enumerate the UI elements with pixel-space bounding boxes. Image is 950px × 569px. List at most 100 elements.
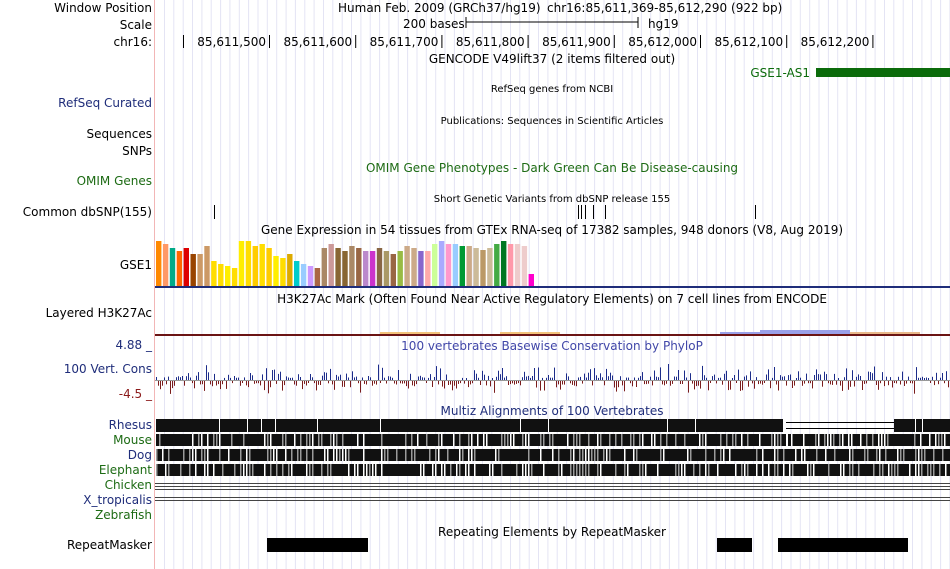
gtex-bar[interactable] bbox=[363, 251, 369, 286]
species-zebrafish[interactable]: Zebrafish bbox=[95, 508, 152, 522]
gtex-bar[interactable] bbox=[397, 251, 403, 286]
window-position-label[interactable]: Window Position bbox=[54, 1, 152, 15]
gtex-bar[interactable] bbox=[294, 261, 300, 286]
gtex-bar[interactable] bbox=[252, 246, 258, 286]
gtex-bar[interactable] bbox=[204, 246, 210, 286]
gtex-bar[interactable] bbox=[273, 256, 279, 286]
multiz-title: Multiz Alignments of 100 Vertebrates bbox=[440, 404, 663, 418]
h3k27ac-label[interactable]: Layered H3K27Ac bbox=[45, 306, 152, 320]
gencode-title: GENCODE V49lift37 (2 items filtered out) bbox=[429, 52, 675, 66]
label-separator bbox=[154, 0, 155, 569]
gtex-bar[interactable] bbox=[369, 251, 376, 286]
gtex-bar[interactable] bbox=[528, 274, 534, 286]
gtex-bar[interactable] bbox=[425, 251, 431, 286]
gtex-bar[interactable] bbox=[507, 244, 514, 286]
gtex-bar[interactable] bbox=[466, 246, 472, 286]
gtex-bar[interactable] bbox=[432, 244, 438, 286]
gtex-bar[interactable] bbox=[418, 251, 424, 286]
repeat-features[interactable] bbox=[267, 538, 908, 552]
gtex-bar[interactable] bbox=[321, 248, 327, 286]
gtex-bar[interactable] bbox=[162, 244, 169, 286]
assembly-text: Human Feb. 2009 (GRCh37/hg19) bbox=[338, 1, 541, 15]
gtex-bar[interactable] bbox=[231, 268, 238, 286]
gtex-bar[interactable] bbox=[169, 248, 176, 286]
gtex-bar[interactable] bbox=[404, 246, 410, 286]
gtex-bar[interactable] bbox=[211, 261, 217, 286]
phylop-signal[interactable] bbox=[155, 364, 950, 394]
gtex-bar[interactable] bbox=[494, 244, 500, 286]
gtex-bar[interactable] bbox=[356, 248, 362, 286]
omim-label[interactable]: OMIM Genes bbox=[76, 174, 152, 188]
gtex-bar[interactable] bbox=[445, 244, 452, 286]
gene-label-gse1-as1[interactable]: GSE1-AS1 bbox=[750, 66, 810, 80]
gtex-bar[interactable] bbox=[156, 241, 162, 286]
species-xtropicalis[interactable]: X_tropicalis bbox=[83, 493, 152, 507]
gtex-bar[interactable] bbox=[514, 244, 521, 286]
gtex-bar[interactable] bbox=[176, 251, 183, 286]
gtex-bar[interactable] bbox=[452, 244, 459, 286]
gtex-bar[interactable] bbox=[480, 250, 486, 286]
multiz-alignments[interactable] bbox=[155, 419, 950, 501]
gtex-bar[interactable] bbox=[521, 246, 528, 286]
species-chicken[interactable]: Chicken bbox=[104, 478, 152, 492]
gtex-bar[interactable] bbox=[238, 241, 245, 286]
gtex-bar[interactable] bbox=[376, 248, 383, 286]
gtex-bar[interactable] bbox=[411, 248, 417, 286]
refseq-title: RefSeq genes from NCBI bbox=[491, 84, 613, 95]
gtex-bar[interactable] bbox=[314, 268, 321, 286]
gtex-bar[interactable] bbox=[459, 246, 465, 286]
gtex-bar[interactable] bbox=[259, 244, 265, 286]
gtex-bar[interactable] bbox=[190, 254, 196, 286]
gtex-bar[interactable] bbox=[266, 248, 272, 286]
gtex-bar[interactable] bbox=[300, 264, 307, 286]
h3k27ac-signal[interactable] bbox=[155, 330, 950, 336]
gtex-bar[interactable] bbox=[307, 266, 314, 286]
species-mouse[interactable]: Mouse bbox=[113, 433, 152, 447]
refseq-label[interactable]: RefSeq Curated bbox=[58, 96, 152, 110]
publications-title: Publications: Sequences in Scientific Ar… bbox=[441, 116, 664, 127]
common-snp-label[interactable]: Common dbSNP(155) bbox=[22, 205, 152, 219]
gtex-bars[interactable] bbox=[156, 241, 534, 286]
gtex-bar[interactable] bbox=[225, 266, 231, 286]
gtex-bar[interactable] bbox=[245, 241, 252, 286]
scale-bar bbox=[465, 17, 639, 28]
cons-label[interactable]: 100 Vert. Cons bbox=[63, 362, 152, 376]
gtex-bar[interactable] bbox=[501, 241, 507, 286]
gtex-bar[interactable] bbox=[328, 244, 334, 286]
track-label-column: Window Position Scale chr16: RefSeq Cura… bbox=[0, 0, 155, 569]
gtex-bar[interactable] bbox=[473, 248, 479, 286]
scale-db-text: hg19 bbox=[648, 17, 679, 31]
scale-label[interactable]: Scale bbox=[119, 18, 152, 32]
gtex-bar[interactable] bbox=[383, 251, 390, 286]
gtex-bar[interactable] bbox=[218, 264, 224, 286]
omim-title: OMIM Gene Phenotypes - Dark Green Can Be… bbox=[366, 161, 738, 175]
gtex-bar[interactable] bbox=[287, 254, 293, 286]
species-rhesus[interactable]: Rhesus bbox=[108, 418, 152, 432]
gtex-bar[interactable] bbox=[390, 254, 396, 286]
gtex-title: Gene Expression in 54 tissues from GTEx … bbox=[261, 223, 843, 237]
ruler-tick-label: 85,611,900 bbox=[542, 35, 611, 49]
gtex-bar[interactable] bbox=[349, 246, 355, 286]
gse1-label[interactable]: GSE1 bbox=[119, 258, 152, 272]
gtex-bar[interactable] bbox=[438, 241, 445, 286]
species-elephant[interactable]: Elephant bbox=[98, 463, 152, 477]
gtex-bar[interactable] bbox=[280, 258, 286, 286]
gtex-bar[interactable] bbox=[183, 248, 189, 286]
snp-title: Short Genetic Variants from dbSNP releas… bbox=[434, 194, 671, 205]
ruler-tick-label: 85,611,700 bbox=[370, 35, 439, 49]
cons-min-label: -4.5 _ bbox=[118, 387, 152, 401]
chrom-label[interactable]: chr16: bbox=[113, 35, 152, 49]
sequences-label[interactable]: Sequences bbox=[86, 127, 152, 141]
gene-feature-gse1-as1[interactable] bbox=[816, 68, 950, 77]
ruler-tick-label: 85,612,100 bbox=[714, 35, 783, 49]
gtex-bar[interactable] bbox=[487, 248, 493, 286]
gtex-bar[interactable] bbox=[197, 254, 203, 286]
gtex-bar[interactable] bbox=[335, 248, 341, 286]
repeatmasker-label[interactable]: RepeatMasker bbox=[66, 538, 152, 552]
species-dog[interactable]: Dog bbox=[127, 448, 152, 462]
snps-label[interactable]: SNPs bbox=[122, 144, 152, 158]
ruler-tick-label: 85,612,000 bbox=[628, 35, 697, 49]
snp-features[interactable] bbox=[214, 205, 756, 219]
gtex-bar[interactable] bbox=[342, 251, 348, 286]
